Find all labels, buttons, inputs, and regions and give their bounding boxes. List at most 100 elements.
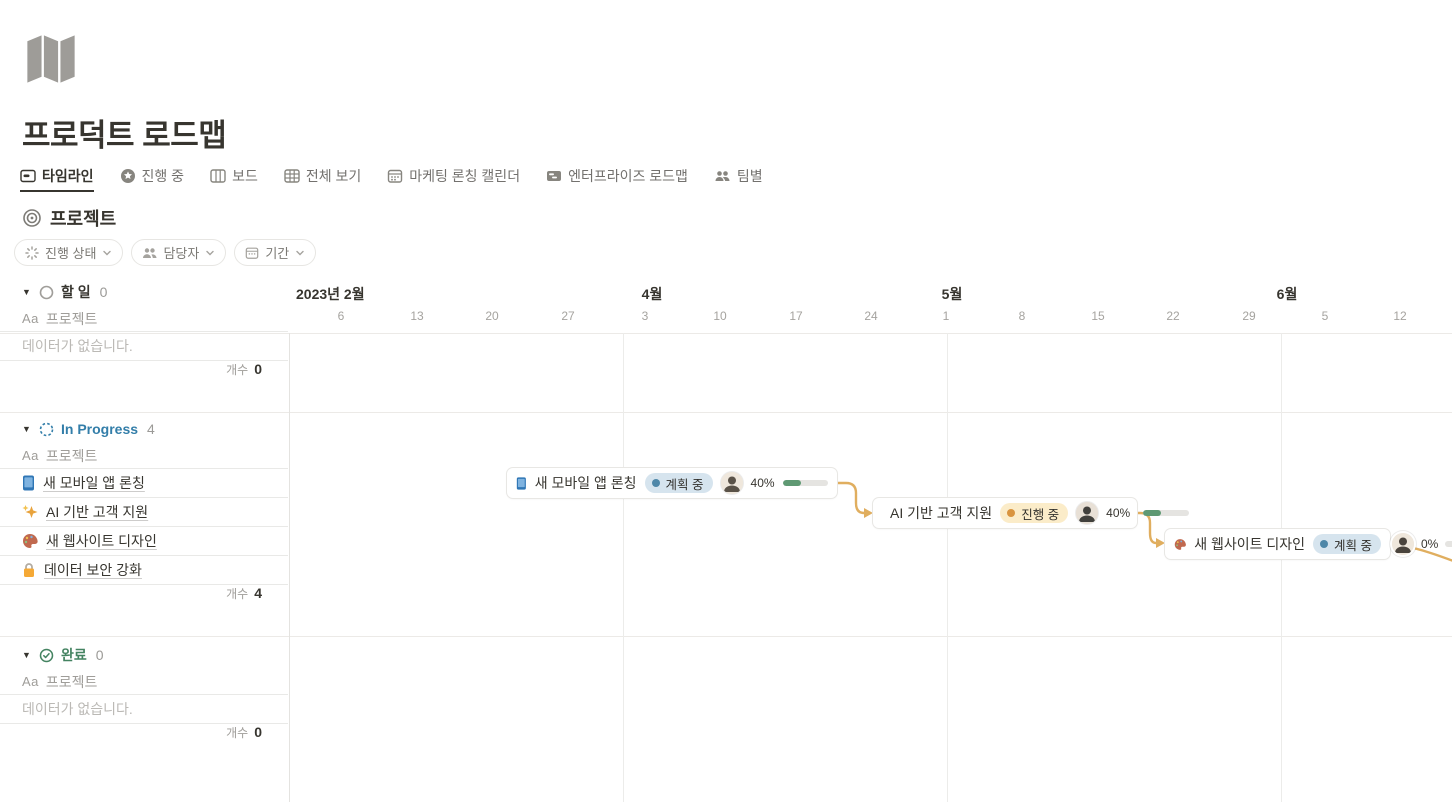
group-in-progress-header[interactable]: ▼ In Progress 4	[0, 415, 288, 443]
group-status-label: 완료	[61, 647, 87, 663]
people-icon	[715, 171, 730, 181]
date-tick: 12	[1393, 309, 1407, 323]
sidebar-item-data-security[interactable]: 데이터 보안 강화	[0, 556, 288, 585]
status-badge: 계획 중	[644, 473, 713, 493]
date-tick: 20	[485, 309, 499, 323]
arrow-head	[864, 508, 873, 518]
arrow-head	[1156, 538, 1165, 548]
timeline-month-label: 5월	[941, 286, 963, 302]
chevron-down-icon	[103, 250, 112, 255]
column-header-label: 프로젝트	[45, 673, 98, 690]
calc-label: 개수	[226, 363, 249, 377]
group-done-header[interactable]: ▼ 완료 0	[0, 641, 288, 669]
spinner-icon	[25, 245, 39, 260]
date-tick: 24	[864, 309, 878, 323]
column-header-label: 프로젝트	[45, 447, 98, 464]
timeline-card-ai-support[interactable]: AI 기반 고객 지원 진행 중 40%	[873, 498, 1137, 528]
tab-by-team[interactable]: 팀별	[714, 166, 763, 192]
filter-label: 기간	[265, 246, 290, 261]
calc-value: 4	[254, 585, 262, 601]
target-icon	[23, 209, 41, 227]
tab-all-view[interactable]: 전체 보기	[284, 166, 361, 192]
column-header: Aa 프로젝트	[0, 669, 288, 695]
group-calculation[interactable]: 개수 4	[0, 585, 288, 613]
date-tick: 3	[641, 309, 649, 323]
status-dot	[1007, 509, 1016, 517]
view-tabs: 타임라인 진행 중 보드 전체 보기 마케팅 론칭 캘린더 엔터프라이즈 로드맵…	[20, 166, 763, 192]
collapse-triangle-icon[interactable]: ▼	[22, 650, 31, 660]
group-status-label: In Progress	[61, 421, 139, 437]
status-dot	[1320, 540, 1329, 548]
page-icon-map[interactable]	[22, 33, 80, 90]
text-property-icon: Aa	[22, 311, 39, 326]
date-tick: 13	[410, 309, 424, 323]
filter-assignee-chip[interactable]: 담당자	[131, 239, 227, 266]
group-calculation[interactable]: 개수 0	[0, 361, 288, 389]
calendar-icon	[246, 247, 259, 259]
timeline-card-website-design[interactable]: 새 웹사이트 디자인 계획 중	[1165, 529, 1390, 559]
group-calculation[interactable]: 개수 0	[0, 724, 288, 752]
timeline-card-mobile-app[interactable]: 새 모바일 앱 론칭 계획 중 40%	[507, 468, 837, 498]
lock-icon	[24, 563, 34, 577]
empty-row: 데이터가 없습니다.	[0, 332, 288, 361]
palette-icon	[1174, 538, 1186, 550]
progress-percent: 0%	[1421, 537, 1439, 551]
page-title[interactable]: 프로덕트 로드맵	[22, 118, 227, 153]
calc-label: 개수	[226, 587, 249, 601]
group-status-label: 할 일	[61, 284, 91, 300]
collapse-triangle-icon[interactable]: ▼	[22, 424, 31, 434]
text-property-icon: Aa	[22, 448, 39, 463]
column-header: Aa 프로젝트	[0, 306, 288, 332]
connector-arrow	[835, 481, 866, 515]
group-todo: ▼ 할 일 0 Aa 프로젝트 데이터가 없습니다. 개수 0	[0, 278, 288, 389]
date-tick: 17	[789, 309, 803, 323]
grid-line-horizontal	[0, 333, 1452, 334]
calc-value: 0	[254, 361, 262, 377]
sparkles-icon	[22, 505, 38, 518]
calendar-icon	[388, 169, 403, 183]
date-tick: 29	[1242, 309, 1256, 323]
item-title: AI 기반 고객 지원	[46, 504, 149, 520]
column-header: Aa 프로젝트	[0, 443, 288, 469]
avatar	[1392, 533, 1414, 555]
chevron-down-icon	[206, 250, 215, 255]
star-circle-icon	[120, 169, 135, 183]
tab-in-progress-view[interactable]: 진행 중	[120, 166, 184, 192]
collapse-triangle-icon[interactable]: ▼	[22, 287, 31, 297]
timeline-month-label: 6월	[1276, 286, 1298, 302]
filter-period-chip[interactable]: 기간	[234, 239, 317, 266]
grid-line-horizontal	[0, 636, 1452, 637]
filter-label: 진행 상태	[45, 246, 97, 261]
tab-enterprise-roadmap[interactable]: 엔터프라이즈 로드맵	[546, 166, 688, 192]
date-tick: 22	[1166, 309, 1180, 323]
group-count: 0	[95, 647, 104, 663]
sidebar-item-ai-support[interactable]: AI 기반 고객 지원	[0, 498, 288, 527]
avatar	[1076, 502, 1099, 524]
date-tick: 5	[1321, 309, 1329, 323]
tab-label: 팀별	[736, 168, 763, 184]
sidebar-item-mobile-app[interactable]: 새 모바일 앱 론칭	[0, 469, 288, 498]
month-grid-line	[947, 333, 948, 802]
board-icon	[210, 169, 226, 183]
tab-marketing-calendar[interactable]: 마케팅 론칭 캘린더	[387, 166, 520, 192]
date-tick: 8	[1018, 309, 1026, 323]
users-icon	[143, 247, 157, 258]
sidebar-item-website-design[interactable]: 새 웹사이트 디자인	[0, 527, 288, 556]
progress-bar	[782, 480, 828, 486]
tab-label: 마케팅 론칭 캘린더	[409, 168, 521, 184]
tab-label: 타임라인	[42, 168, 94, 184]
group-count: 4	[147, 421, 155, 437]
tab-board[interactable]: 보드	[210, 166, 258, 192]
calc-value: 0	[254, 724, 262, 740]
date-tick: 6	[337, 309, 345, 323]
empty-row: 데이터가 없습니다.	[0, 695, 288, 724]
group-todo-header[interactable]: ▼ 할 일 0	[0, 278, 288, 306]
collection-title: 프로젝트	[50, 209, 117, 229]
tab-timeline[interactable]: 타임라인	[20, 166, 94, 192]
collection-header: 프로젝트	[22, 205, 116, 231]
group-in-progress: ▼ In Progress 4 Aa 프로젝트 새 모바일 앱 론칭 AI 기반…	[0, 415, 288, 613]
filter-status-chip[interactable]: 진행 상태	[14, 239, 124, 266]
filter-label: 담당자	[163, 246, 200, 261]
progress-percent: 40%	[1106, 506, 1131, 520]
